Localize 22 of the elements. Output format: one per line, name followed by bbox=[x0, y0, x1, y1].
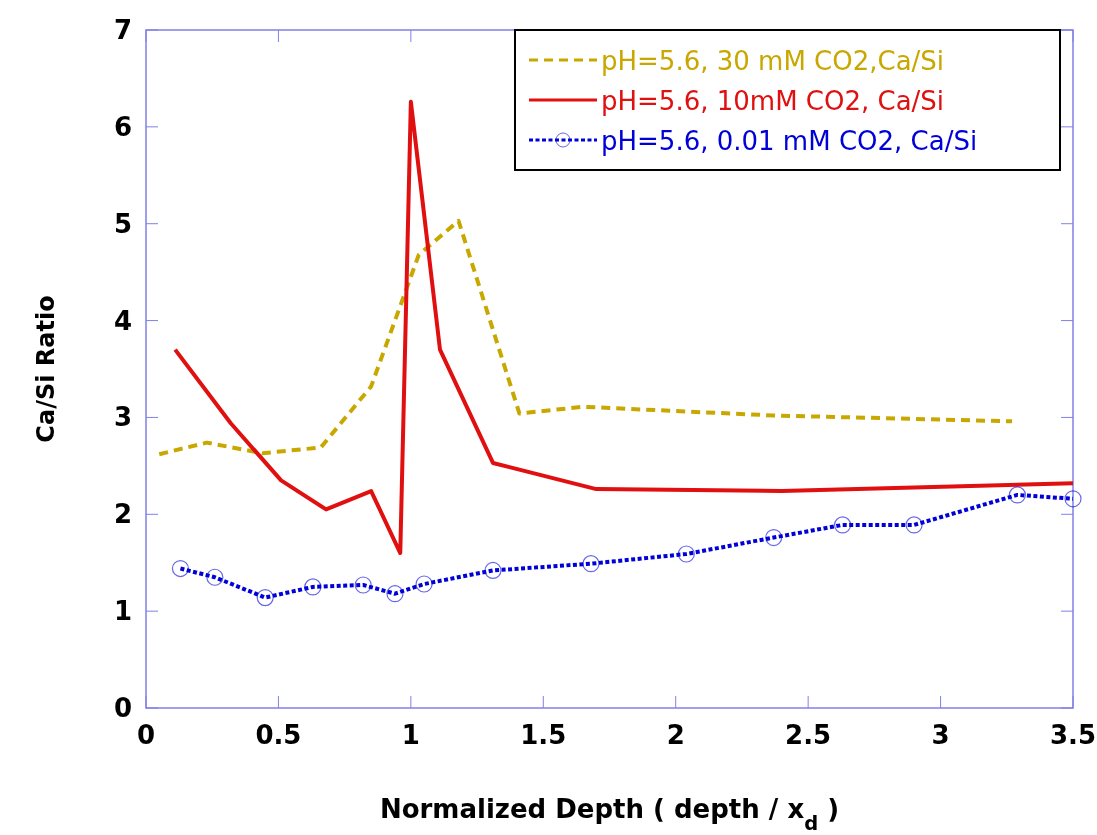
x-tick-label: 0.5 bbox=[255, 720, 302, 750]
x-tick-label: 3.5 bbox=[1049, 720, 1097, 750]
legend-label: pH=5.6, 0.01 mM CO2, Ca/Si bbox=[601, 126, 978, 156]
y-tick-label: 6 bbox=[113, 111, 132, 142]
x-tick-label: 2 bbox=[666, 720, 685, 750]
y-tick-label: 4 bbox=[113, 305, 132, 336]
legend-label: pH=5.6, 10mM CO2, Ca/Si bbox=[601, 86, 945, 116]
x-axis-title: Normalized Depth ( depth / x$_{d}$ ) bbox=[379, 794, 840, 835]
legend-label: pH=5.6, 30 mM CO2,Ca/Si bbox=[601, 46, 945, 76]
x-tick-label: 2.5 bbox=[785, 720, 832, 750]
y-axis-title: Ca/Si Ratio bbox=[32, 295, 60, 443]
y-tick-label: 3 bbox=[113, 402, 132, 433]
x-tick-label: 0 bbox=[136, 720, 156, 750]
y-tick-label: 0 bbox=[113, 693, 132, 723]
x-tick-label: 3 bbox=[931, 720, 950, 750]
line-series bbox=[157, 218, 1015, 457]
x-tick-label: 1 bbox=[401, 720, 420, 750]
y-tick-label: 2 bbox=[113, 499, 132, 530]
y-tick-label: 7 bbox=[113, 15, 132, 45]
y-tick-label: 5 bbox=[113, 208, 132, 239]
x-tick-label: 1.5 bbox=[520, 720, 567, 750]
y-tick-label: 1 bbox=[113, 596, 132, 627]
